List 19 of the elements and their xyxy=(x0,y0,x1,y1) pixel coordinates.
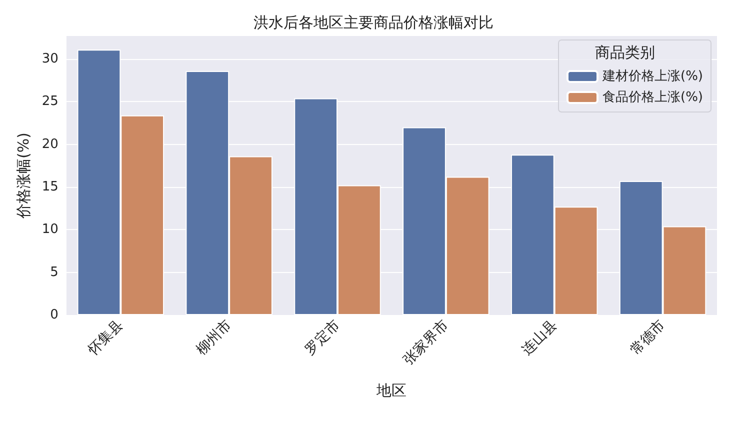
y-tick-label: 15 xyxy=(42,180,58,195)
legend-title: 商品类别 xyxy=(595,44,655,62)
x-tick-label: 常德市 xyxy=(627,317,668,358)
x-tick-label: 怀集县 xyxy=(84,317,126,360)
x-tick-label: 罗定市 xyxy=(302,317,344,358)
x-tick-label: 连山县 xyxy=(519,317,560,358)
y-tick-label: 30 xyxy=(42,52,58,67)
y-tick-label: 5 xyxy=(50,264,58,280)
chart-title: 洪水后各地区主要商品价格涨幅对比 xyxy=(254,14,494,32)
x-tick-label: 柳州市 xyxy=(194,317,235,358)
x-tick-label: 张家界市 xyxy=(400,317,452,368)
y-tick-label: 25 xyxy=(42,94,58,110)
legend-label: 食品价格上涨(%) xyxy=(602,90,704,105)
x-axis-title: 地区 xyxy=(376,382,407,400)
legend-label: 建材价格上涨(%) xyxy=(602,69,704,84)
y-tick-label: 20 xyxy=(42,136,58,152)
y-tick-label: 10 xyxy=(42,222,58,238)
y-tick-label: 0 xyxy=(50,308,58,322)
y-axis-title: 价格涨幅(%) xyxy=(14,132,32,220)
